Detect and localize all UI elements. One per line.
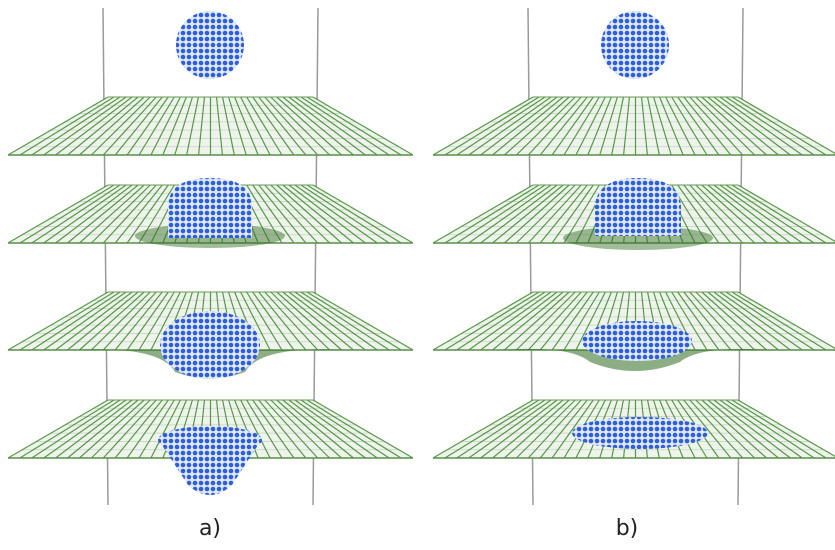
figure: a) b) [0, 0, 835, 550]
particle [595, 178, 681, 236]
particle [160, 311, 260, 379]
particle [601, 11, 669, 79]
membrane [8, 97, 413, 155]
column-b: b) [433, 11, 835, 541]
panel-label: b) [616, 516, 639, 541]
particle [168, 178, 252, 238]
membrane [433, 97, 835, 155]
particle [572, 417, 708, 449]
particle [582, 321, 692, 361]
column-a: a) [8, 11, 413, 541]
particle [176, 11, 244, 79]
panel-label: a) [199, 516, 221, 541]
particle [158, 426, 262, 454]
